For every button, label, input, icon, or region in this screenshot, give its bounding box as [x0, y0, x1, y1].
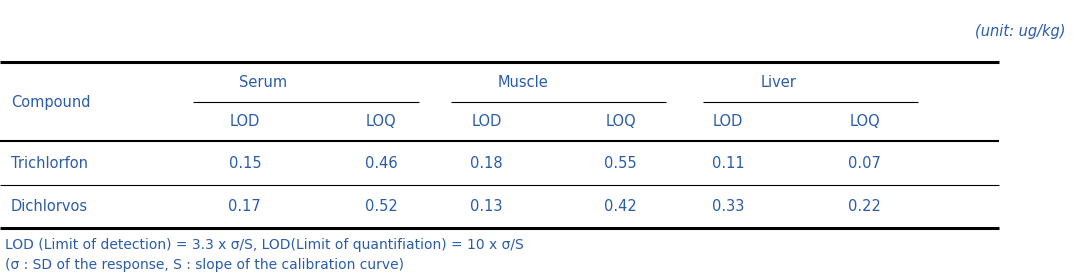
Text: 0.11: 0.11	[712, 156, 744, 171]
Text: 0.22: 0.22	[848, 199, 881, 214]
Text: Compound: Compound	[11, 95, 90, 109]
Text: (σ : SD of the response, S : slope of the calibration curve): (σ : SD of the response, S : slope of th…	[5, 258, 405, 271]
Text: 0.42: 0.42	[605, 199, 637, 214]
Text: 0.07: 0.07	[848, 156, 881, 171]
Text: LOD (Limit of detection) = 3.3 x σ/S, LOD(Limit of quantifiation) = 10 x σ/S: LOD (Limit of detection) = 3.3 x σ/S, LO…	[5, 238, 524, 252]
Text: LOD: LOD	[230, 114, 260, 129]
Text: (unit: ug/kg): (unit: ug/kg)	[975, 24, 1065, 39]
Text: 0.33: 0.33	[712, 199, 744, 214]
Text: Serum: Serum	[240, 75, 287, 90]
Text: LOQ: LOQ	[366, 114, 396, 129]
Text: Muscle: Muscle	[497, 75, 549, 90]
Text: LOD: LOD	[471, 114, 502, 129]
Text: 0.46: 0.46	[365, 156, 397, 171]
Text: 0.55: 0.55	[605, 156, 637, 171]
Text: Liver: Liver	[760, 75, 797, 90]
Text: 0.52: 0.52	[365, 199, 397, 214]
Text: LOQ: LOQ	[606, 114, 636, 129]
Text: LOD: LOD	[713, 114, 743, 129]
Text: Trichlorfon: Trichlorfon	[11, 156, 88, 171]
Text: Dichlorvos: Dichlorvos	[11, 199, 88, 214]
Text: 0.18: 0.18	[470, 156, 503, 171]
Text: 0.17: 0.17	[229, 199, 261, 214]
Text: LOQ: LOQ	[850, 114, 880, 129]
Text: 0.13: 0.13	[470, 199, 503, 214]
Text: 0.15: 0.15	[229, 156, 261, 171]
